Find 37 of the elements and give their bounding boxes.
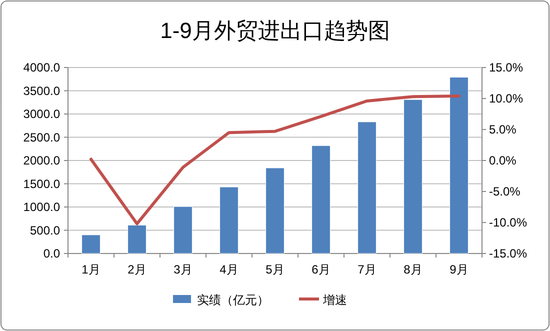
y-tick-label: 4000.0	[23, 60, 60, 74]
y2-tick-label: -10.0%	[489, 216, 528, 230]
y-tick-label: 1000.0	[23, 200, 60, 214]
bar	[220, 186, 238, 254]
y-tick-label: 500.0	[30, 223, 60, 238]
x-tick-label: 9月	[450, 262, 468, 276]
bar	[404, 99, 422, 254]
bar	[174, 206, 192, 254]
y2-tick-label: 5.0%	[489, 122, 517, 136]
x-tick-label: 7月	[358, 262, 376, 276]
bar	[450, 77, 468, 254]
bar	[358, 122, 376, 254]
y-tick-label: 2500.0	[23, 130, 60, 144]
bar	[266, 168, 284, 254]
legend-label: 实绩（亿元）	[197, 293, 269, 307]
legend-label: 增速	[322, 293, 347, 307]
y-tick-label: 0.0	[43, 246, 60, 260]
x-tick-label: 6月	[312, 262, 330, 276]
y-tick-label: 2000.0	[23, 154, 60, 168]
x-tick-label: 8月	[404, 262, 422, 276]
title: 1-9月外贸进出口趋势图	[160, 18, 390, 43]
y-tick-label: 3000.0	[23, 107, 60, 121]
x-tick-label: 4月	[220, 262, 238, 276]
y2-tick-label: 15.0%	[489, 60, 524, 74]
bar	[128, 224, 146, 254]
x-tick-label: 5月	[266, 262, 284, 276]
y2-tick-label: 0.0%	[489, 154, 517, 168]
bar	[82, 234, 100, 254]
x-tick-label: 3月	[174, 262, 192, 276]
x-tick-label: 1月	[82, 262, 100, 276]
y-tick-label: 3500.0	[23, 84, 60, 98]
y2-tick-label: 10.0%	[489, 92, 524, 106]
x-tick-label: 2月	[128, 262, 146, 276]
y-tick-label: 1500.0	[23, 176, 60, 191]
bar	[312, 145, 330, 254]
y2-tick-label: -15.0%	[489, 246, 528, 260]
y2-tick-label: -5.0%	[489, 184, 521, 198]
